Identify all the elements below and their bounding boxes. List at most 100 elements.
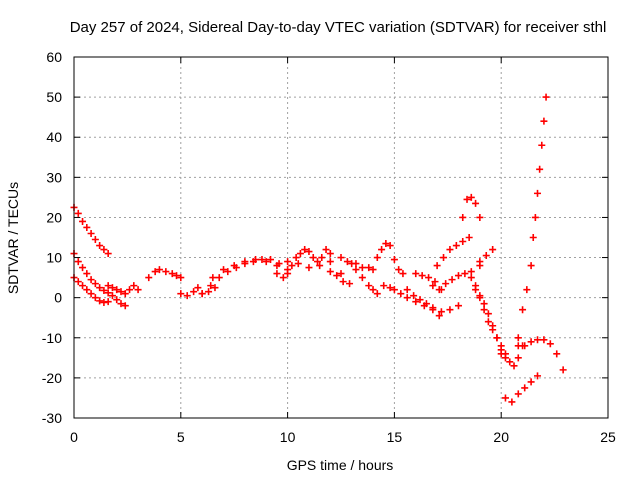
x-axis-label: GPS time / hours (287, 457, 394, 473)
data-point (215, 274, 223, 282)
data-point (108, 284, 116, 292)
data-point (74, 278, 82, 286)
data-point (183, 292, 191, 300)
data-point (527, 338, 535, 346)
y-tick-label: 60 (46, 49, 62, 65)
data-point (472, 199, 480, 207)
data-point (162, 268, 170, 276)
data-point (514, 354, 522, 362)
series-arc-18 (429, 262, 484, 294)
data-point (100, 246, 108, 254)
data-point (365, 282, 373, 290)
data-point (397, 290, 405, 298)
data-point (422, 300, 430, 308)
data-point (536, 165, 544, 173)
y-tick-label: 0 (54, 290, 62, 306)
data-point (91, 294, 99, 302)
series-arc-14 (373, 240, 407, 278)
data-point (104, 298, 112, 306)
data-point (296, 250, 304, 258)
data-point (91, 280, 99, 288)
data-point (476, 258, 484, 266)
data-point (130, 282, 138, 290)
data-point (442, 280, 450, 288)
series-arc-21 (467, 274, 509, 362)
data-point (386, 284, 394, 292)
data-point (339, 278, 347, 286)
y-axis-label: SDTVAR / TECUs (5, 182, 21, 294)
data-point (294, 260, 302, 268)
data-point (399, 270, 407, 278)
data-point (497, 342, 505, 350)
data-point (365, 264, 373, 272)
data-point (521, 384, 529, 392)
series-arc-27 (514, 93, 550, 342)
data-point (482, 252, 490, 260)
data-point (484, 318, 492, 326)
data-point (418, 272, 426, 280)
data-point (267, 256, 275, 264)
data-point (292, 254, 300, 262)
data-point (435, 286, 443, 294)
data-point (305, 264, 313, 272)
series-arc-20 (459, 193, 484, 221)
y-tick-label: 50 (46, 89, 62, 105)
series-arc-19 (433, 234, 473, 270)
grid-lines (74, 57, 608, 418)
data-point (91, 236, 99, 244)
data-point (386, 242, 394, 250)
data-point (198, 290, 206, 298)
data-point (145, 274, 153, 282)
data-point (534, 189, 542, 197)
data-point (425, 274, 433, 282)
series-arc-4 (104, 282, 142, 298)
data-point (207, 282, 215, 290)
series-arc-1 (70, 203, 112, 258)
data-point (529, 234, 537, 241)
data-point (534, 336, 542, 344)
data-point (480, 300, 488, 308)
data-point (467, 274, 475, 282)
x-tick-label: 5 (177, 429, 185, 445)
data-point (117, 288, 125, 296)
data-point (454, 272, 462, 280)
y-tick-label: -30 (42, 410, 62, 426)
data-point (113, 286, 121, 294)
data-point (96, 242, 104, 250)
data-point (373, 254, 381, 262)
data-point (121, 302, 129, 310)
series-arc-13 (352, 266, 381, 298)
data-point (288, 262, 296, 270)
data-point (83, 270, 91, 278)
data-point (326, 268, 334, 276)
data-point (83, 223, 91, 231)
series-arc-22 (472, 286, 505, 358)
data-point (258, 256, 266, 264)
data-point (224, 268, 232, 276)
data-point (369, 286, 377, 294)
data-point (316, 262, 324, 270)
data-point (446, 246, 454, 254)
data-point (190, 288, 198, 296)
data-point (104, 289, 112, 297)
data-point (463, 195, 471, 203)
data-point (459, 238, 467, 246)
data-point (476, 292, 484, 300)
data-point (484, 310, 492, 318)
data-point (514, 342, 522, 350)
data-point (467, 193, 475, 201)
data-point (489, 322, 497, 330)
x-tick-label: 0 (70, 429, 78, 445)
data-point (508, 398, 516, 406)
data-point (74, 209, 82, 217)
data-point (429, 304, 437, 312)
data-point (252, 256, 260, 264)
data-point (79, 217, 87, 225)
data-point (284, 258, 292, 266)
series-arc-23 (476, 246, 497, 266)
series-arc-16 (403, 286, 443, 320)
data-point (326, 258, 334, 266)
data-point (262, 258, 270, 266)
data-point (151, 268, 159, 276)
data-point (326, 250, 334, 258)
